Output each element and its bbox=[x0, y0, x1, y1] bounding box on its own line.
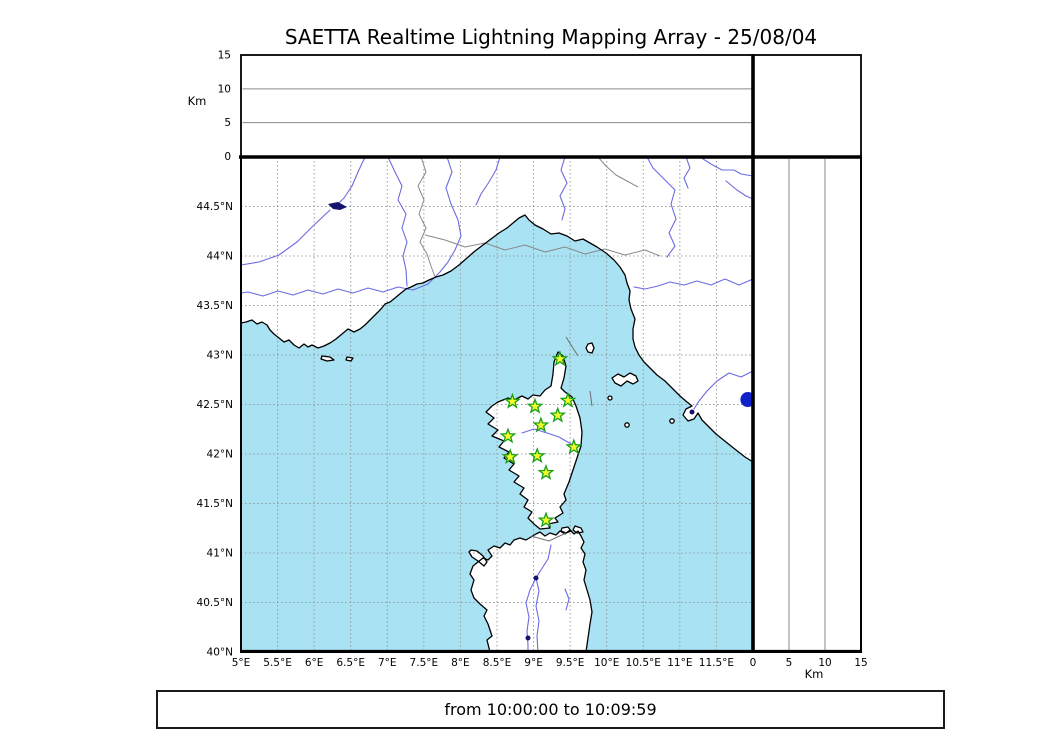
panel-frames bbox=[239, 54, 862, 653]
lightning-flash-marker bbox=[740, 392, 753, 408]
lma-station-marker bbox=[551, 350, 569, 367]
lma-station-marker bbox=[537, 463, 555, 481]
altitude-latitude-panel bbox=[788, 159, 826, 650]
lakes bbox=[328, 202, 695, 641]
lake-sardinia-north bbox=[533, 575, 539, 581]
altitude-tick-label: 5 bbox=[224, 117, 231, 129]
lon-tick-label: 7.5°E bbox=[410, 657, 439, 669]
lma-station-marker bbox=[526, 397, 544, 414]
lma-station-marker bbox=[503, 392, 521, 409]
lma-station-marker bbox=[499, 427, 517, 444]
lat-tick-label: 44°N bbox=[207, 251, 233, 263]
lat-tick-label: 41.5°N bbox=[197, 498, 233, 510]
lake-serre-poncon bbox=[328, 202, 347, 210]
lat-tick-label: 42°N bbox=[207, 449, 233, 461]
lon-tick-label: 6.5°E bbox=[336, 657, 365, 669]
altitude-longitude-panel bbox=[242, 88, 752, 124]
lma-station-marker bbox=[565, 438, 583, 455]
lat-tick-label: 43°N bbox=[207, 350, 233, 362]
lon-tick-label: 5°E bbox=[232, 657, 251, 669]
time-range-label: from 10:00:00 to 10:09:59 bbox=[444, 700, 657, 719]
lon-tick-label: 8.5°E bbox=[483, 657, 512, 669]
lake-sardinia-south bbox=[525, 635, 531, 641]
altitude-tick-label: 15 bbox=[218, 50, 231, 62]
strait-marks bbox=[530, 336, 593, 542]
altitude-axis-label-bottom: Km bbox=[805, 667, 824, 681]
lma-station-marker bbox=[559, 391, 577, 408]
altitude-axis-label-left: Km bbox=[188, 94, 207, 108]
lightning-flash-layer bbox=[740, 392, 753, 408]
lon-tick-label: 6°E bbox=[305, 657, 324, 669]
lma-station-marker bbox=[501, 448, 519, 465]
lon-tick-label: 10°E bbox=[594, 657, 619, 669]
altitude-tick-label: 5 bbox=[786, 657, 793, 669]
lon-tick-label: 11.5°E bbox=[699, 657, 734, 669]
lat-tick-label: 40.5°N bbox=[197, 597, 233, 609]
axis-labels: 5°E 5.5°E 6°E 6.5°E 7°E 7.5°E 8°E 8.5°E 9°E 9.5°E… bbox=[188, 50, 868, 682]
lon-tick-label: 5.5°E bbox=[263, 657, 292, 669]
map-gridlines bbox=[241, 157, 753, 652]
lma-station-layer bbox=[499, 350, 583, 528]
time-range-box: from 10:00:00 to 10:09:59 bbox=[156, 690, 945, 729]
rivers bbox=[241, 157, 753, 652]
lat-tick-label: 42.5°N bbox=[197, 399, 233, 411]
lma-station-marker bbox=[549, 406, 567, 423]
corner-panel bbox=[752, 54, 862, 158]
lagoon-orbetello bbox=[689, 409, 695, 415]
altitude-tick-label: 15 bbox=[854, 657, 867, 669]
lat-tick-label: 44.5°N bbox=[197, 201, 233, 213]
map-panel bbox=[241, 157, 753, 652]
lma-station-marker bbox=[532, 416, 550, 433]
lon-tick-label: 8°E bbox=[451, 657, 470, 669]
lat-tick-label: 43.5°N bbox=[197, 300, 233, 312]
lon-tick-label: 9°E bbox=[524, 657, 543, 669]
lat-tick-label: 40°N bbox=[207, 647, 233, 659]
altitude-tick-label: 0 bbox=[224, 151, 231, 163]
lma-station-marker bbox=[537, 511, 555, 528]
lma-station-marker bbox=[528, 447, 546, 464]
altitude-tick-label: 10 bbox=[818, 657, 831, 669]
page-title: SAETTA Realtime Lightning Mapping Array … bbox=[284, 25, 818, 49]
country-borders bbox=[417, 157, 661, 278]
altitude-tick-label: 0 bbox=[750, 657, 757, 669]
lon-tick-label: 9.5°E bbox=[556, 657, 585, 669]
lat-tick-label: 41°N bbox=[207, 548, 233, 560]
lon-tick-label: 10.5°E bbox=[626, 657, 661, 669]
lon-tick-label: 11°E bbox=[667, 657, 692, 669]
altitude-tick-label: 10 bbox=[218, 83, 231, 95]
lon-tick-label: 7°E bbox=[378, 657, 397, 669]
